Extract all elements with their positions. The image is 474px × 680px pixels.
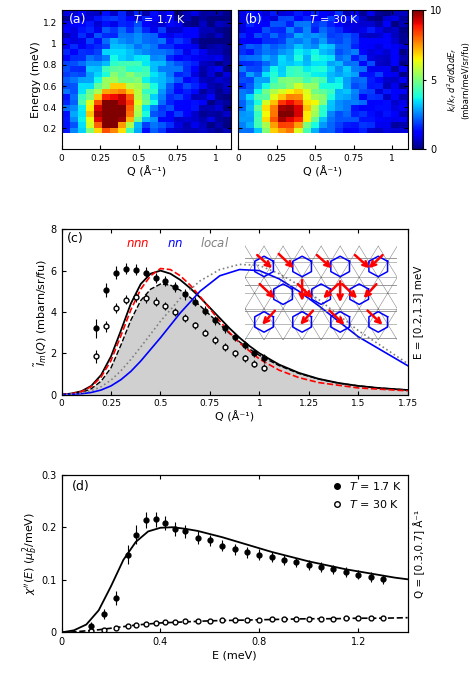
Y-axis label: E = [0.2,1.3] meV: E = [0.2,1.3] meV [413, 265, 423, 358]
X-axis label: Q (Å⁻¹): Q (Å⁻¹) [303, 166, 342, 177]
Text: (c): (c) [67, 233, 83, 245]
Y-axis label: Q = [0.3,0.7] Å⁻¹: Q = [0.3,0.7] Å⁻¹ [413, 509, 425, 598]
Y-axis label: $\chi''(E)$ ($\mu_b^2$/meV): $\chi''(E)$ ($\mu_b^2$/meV) [20, 512, 40, 595]
Y-axis label: $k_i/k_f$ $d^2\sigma/d\Omega dE_f$
(mbarn/meV/sr/fu): $k_i/k_f$ $d^2\sigma/d\Omega dE_f$ (mbar… [446, 41, 470, 118]
Text: (a): (a) [68, 13, 86, 26]
Text: $T$ = 1.7 K: $T$ = 1.7 K [133, 13, 186, 24]
X-axis label: Q (Å⁻¹): Q (Å⁻¹) [127, 166, 166, 177]
Legend: $T$ = 1.7 K, $T$ = 30 K: $T$ = 1.7 K, $T$ = 30 K [328, 478, 404, 512]
Text: $local$: $local$ [200, 236, 229, 250]
Y-axis label: $\tilde{I}_m(Q)$ (mbarn/sr/fu): $\tilde{I}_m(Q)$ (mbarn/sr/fu) [32, 258, 49, 366]
Y-axis label: Energy (meV): Energy (meV) [31, 41, 41, 118]
X-axis label: Q (Å⁻¹): Q (Å⁻¹) [215, 411, 254, 422]
Text: $nn$: $nn$ [167, 237, 183, 250]
X-axis label: E (meV): E (meV) [212, 650, 257, 660]
Text: $T$ = 30 K: $T$ = 30 K [309, 13, 360, 24]
Text: $nnn$: $nnn$ [126, 237, 149, 250]
Text: (d): (d) [72, 480, 90, 494]
Text: (b): (b) [245, 13, 263, 26]
